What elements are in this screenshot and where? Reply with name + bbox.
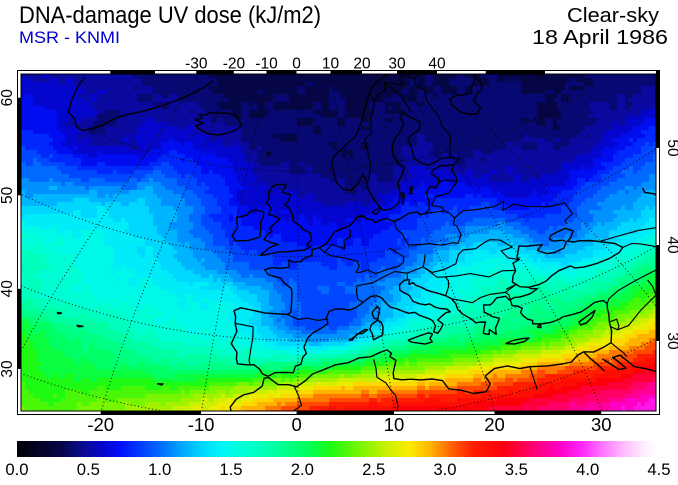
svg-text:-20: -20 — [223, 56, 246, 73]
svg-text:0.0: 0.0 — [5, 460, 28, 479]
svg-text:20: 20 — [353, 56, 371, 73]
svg-text:20: 20 — [484, 414, 505, 435]
svg-text:40: 40 — [0, 280, 16, 298]
svg-text:50: 50 — [664, 139, 678, 157]
svg-text:18 April 1986: 18 April 1986 — [532, 26, 668, 49]
svg-text:0.5: 0.5 — [77, 460, 100, 479]
svg-text:3.0: 3.0 — [433, 460, 456, 479]
svg-text:30: 30 — [388, 56, 406, 73]
svg-text:2.0: 2.0 — [291, 460, 314, 479]
svg-text:1.0: 1.0 — [148, 460, 171, 479]
svg-text:Clear-sky: Clear-sky — [567, 4, 660, 27]
svg-text:-30: -30 — [185, 56, 208, 73]
svg-text:-10: -10 — [188, 414, 215, 435]
svg-text:10: 10 — [384, 414, 405, 435]
svg-text:50: 50 — [0, 186, 16, 204]
svg-text:4.5: 4.5 — [647, 460, 670, 479]
svg-text:0: 0 — [291, 414, 301, 435]
svg-text:10: 10 — [322, 56, 340, 73]
svg-text:MSR - KNMI: MSR - KNMI — [19, 29, 120, 47]
svg-text:40: 40 — [664, 236, 678, 254]
svg-text:30: 30 — [0, 360, 16, 378]
svg-text:1.5: 1.5 — [219, 460, 242, 479]
svg-text:-10: -10 — [255, 56, 278, 73]
svg-text:30: 30 — [591, 414, 612, 435]
svg-text:DNA-damage UV dose (kJ/m2): DNA-damage UV dose (kJ/m2) — [19, 2, 321, 29]
svg-text:60: 60 — [0, 89, 16, 107]
svg-text:3.5: 3.5 — [505, 460, 528, 479]
svg-text:40: 40 — [428, 56, 446, 73]
svg-text:4.0: 4.0 — [576, 460, 599, 479]
svg-text:-20: -20 — [87, 414, 114, 435]
svg-text:0: 0 — [292, 56, 301, 73]
svg-text:2.5: 2.5 — [362, 460, 385, 479]
svg-text:30: 30 — [664, 332, 678, 350]
